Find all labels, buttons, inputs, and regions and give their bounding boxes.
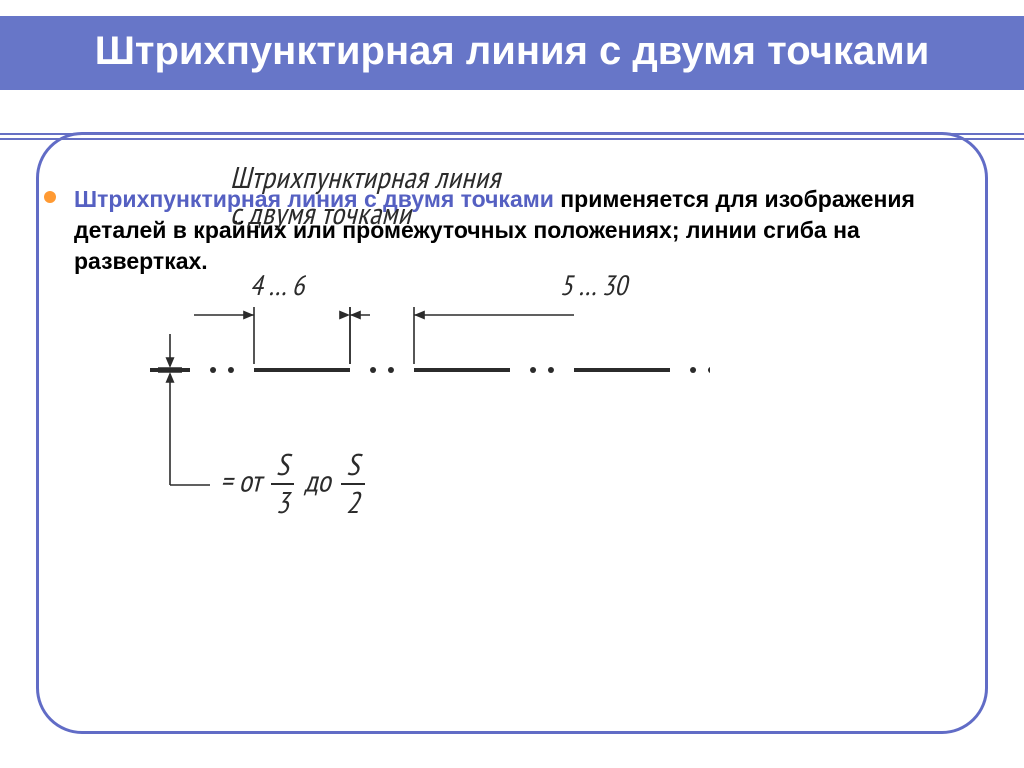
technical-diagram: Штрихпунктирная линия с двумя точками 4 … [230, 160, 830, 540]
rule-line [0, 138, 1024, 140]
dash-length-label: 4 … 6 [250, 266, 304, 303]
slide-title: Штрихпунктирная линия с двумя точками [95, 29, 930, 73]
diagram-heading-line2: с двумя точками [230, 194, 411, 233]
bottom-double-rule [0, 133, 1024, 143]
slide-title-band: Штрихпунктирная линия с двумя точками [0, 16, 1024, 90]
slide: Штрихпунктирная линия с двумя точками Шт… [0, 0, 1024, 768]
fraction-denominator: 2 [341, 483, 365, 518]
fraction-numerator: S [341, 450, 365, 483]
fraction-s-over-3: S 3 [271, 450, 295, 518]
thickness-mid: до [305, 462, 331, 501]
fraction-denominator: 3 [271, 483, 295, 518]
fraction-numerator: S [271, 450, 295, 483]
gap-length-label: 5 … 30 [560, 266, 627, 303]
diagram-heading: Штрихпунктирная линия с двумя точками [230, 160, 830, 232]
rule-line [0, 133, 1024, 135]
bullet-dot-icon [44, 191, 56, 203]
thickness-formula: = от S 3 до S 2 [220, 450, 369, 518]
thickness-prefix: = от [220, 462, 260, 501]
fraction-s-over-2: S 2 [341, 450, 365, 518]
diagram-heading-line1: Штрихпунктирная линия [230, 158, 500, 197]
